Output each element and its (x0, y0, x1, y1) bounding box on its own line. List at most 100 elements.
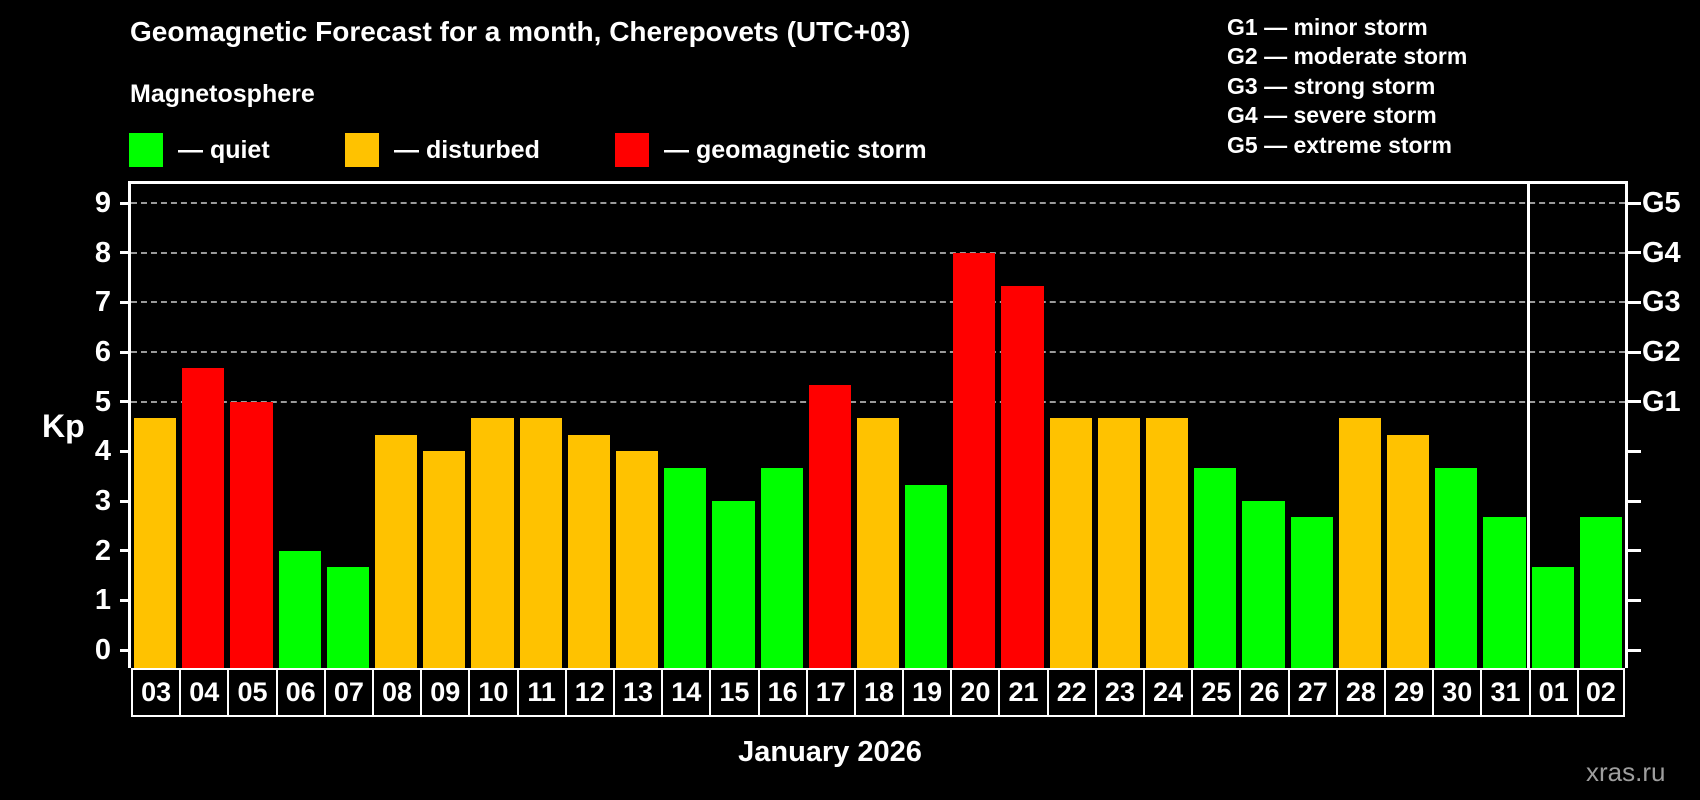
kp-axis-tick-right-1 (1628, 598, 1641, 602)
bar-day-11 (519, 418, 562, 668)
bar-day-10 (471, 418, 514, 668)
bar-day-06 (278, 550, 321, 668)
day-label-25: 25 (1191, 668, 1240, 717)
kp-axis-label-5: 5 (94, 385, 111, 418)
chart-title: Geomagnetic Forecast for a month, Cherep… (130, 16, 911, 47)
g-axis-label-G1: G1 (1642, 385, 1681, 418)
plot-border-left (128, 181, 131, 668)
day-label-13: 13 (612, 668, 662, 717)
kp-axis-label-1: 1 (94, 584, 111, 617)
gridline-kp-8 (131, 251, 1625, 254)
kp-axis-tick-right-0 (1628, 648, 1641, 652)
day-label-30: 30 (1432, 668, 1481, 717)
kp-axis-tick-left-8 (120, 251, 131, 255)
day-label-02: 02 (1576, 668, 1625, 717)
kp-axis-tick-right-8 (1628, 251, 1641, 255)
bar-day-03 (134, 418, 177, 668)
kp-axis-tick-right-5 (1628, 400, 1641, 404)
day-label-09: 09 (420, 668, 469, 717)
kp-axis-tick-right-7 (1628, 300, 1641, 304)
bar-day-30 (1435, 467, 1478, 668)
day-label-06: 06 (275, 668, 324, 717)
day-label-11: 11 (516, 668, 565, 717)
magnetosphere-section-label: Magnetosphere (130, 80, 315, 108)
kp-axis-tick-left-3 (120, 499, 131, 503)
bar-day-04 (182, 368, 225, 668)
day-label-21: 21 (998, 668, 1047, 717)
day-label-24: 24 (1143, 668, 1192, 717)
kp-axis-tick-right-2 (1628, 549, 1641, 553)
legend-item-quiet: — quiet (129, 133, 270, 167)
g-axis-label-G4: G4 (1642, 236, 1681, 269)
storm-scale-row-g5: G5 — extreme storm (1227, 131, 1452, 158)
bar-day-29 (1387, 434, 1430, 668)
day-label-05: 05 (227, 668, 276, 717)
kp-axis-title: Kp (42, 408, 85, 444)
bar-day-23 (1097, 418, 1141, 668)
kp-axis-label-6: 6 (94, 336, 111, 368)
bar-day-26 (1242, 501, 1285, 668)
bar-day-13 (615, 451, 659, 668)
day-label-22: 22 (1046, 668, 1095, 717)
kp-axis-label-0: 0 (94, 634, 111, 666)
gridline-kp-5 (131, 400, 1625, 403)
bar-day-07 (326, 567, 369, 668)
gridline-kp-6 (131, 351, 1625, 353)
bar-day-05 (230, 401, 273, 668)
bar-day-25 (1194, 467, 1237, 668)
storm-scale-row-g2: G2 — moderate storm (1227, 43, 1468, 70)
kp-axis-label-8: 8 (94, 236, 111, 269)
day-label-07: 07 (323, 668, 372, 717)
kp-axis-tick-left-5 (120, 400, 131, 404)
kp-axis-tick-left-1 (120, 598, 131, 602)
day-label-10: 10 (468, 668, 517, 717)
bar-day-24 (1146, 418, 1189, 668)
storm-scale-row-g1: G1 — minor storm (1227, 14, 1428, 40)
legend-item-disturbed: — disturbed (345, 133, 540, 167)
kp-axis-label-3: 3 (94, 485, 111, 517)
day-label-20: 20 (950, 668, 999, 717)
kp-axis-tick-left-4 (120, 449, 131, 453)
g-axis-label-G2: G2 (1642, 336, 1681, 368)
bar-day-09 (423, 451, 466, 668)
kp-axis-tick-right-3 (1628, 499, 1641, 503)
bar-day-17 (808, 385, 851, 668)
legend-label-storm: — geomagnetic storm (664, 135, 927, 164)
legend-label-disturbed: — disturbed (394, 135, 540, 164)
month-separator-line (1527, 183, 1531, 668)
day-label-27: 27 (1287, 668, 1336, 717)
bar-day-19 (905, 484, 948, 668)
kp-axis-tick-left-7 (120, 300, 131, 304)
gridline-kp-7 (131, 301, 1625, 304)
kp-axis-tick-right-6 (1628, 350, 1641, 354)
day-label-17: 17 (805, 668, 854, 717)
day-label-23: 23 (1094, 668, 1144, 717)
bar-day-18 (856, 418, 900, 668)
bar-day-20 (953, 252, 996, 668)
bar-day-28 (1338, 418, 1382, 668)
day-label-16: 16 (757, 668, 806, 717)
kp-axis-label-9: 9 (94, 187, 111, 219)
kp-axis-tick-right-9 (1628, 201, 1641, 205)
kp-axis-tick-left-9 (120, 201, 131, 205)
kp-axis-tick-left-2 (120, 549, 131, 553)
day-label-19: 19 (902, 668, 951, 717)
day-label-01: 01 (1528, 668, 1577, 717)
day-label-26: 26 (1239, 668, 1288, 717)
bar-day-22 (1049, 418, 1092, 668)
bar-day-14 (664, 467, 707, 668)
day-label-18: 18 (853, 668, 903, 717)
day-label-03: 03 (131, 668, 180, 717)
day-label-15: 15 (709, 668, 758, 717)
kp-axis-label-7: 7 (94, 286, 111, 319)
bar-day-27 (1290, 517, 1333, 668)
kp-axis-tick-left-6 (120, 350, 131, 354)
day-label-31: 31 (1480, 668, 1529, 717)
plot-border-right (1625, 181, 1628, 668)
plot-border-top (128, 181, 1628, 184)
bar-day-21 (1001, 285, 1044, 668)
month-caption: January 2026 (738, 736, 922, 768)
storm-scale-legend: G1 — minor storm G2 — moderate storm G3 — … (1227, 13, 1467, 160)
